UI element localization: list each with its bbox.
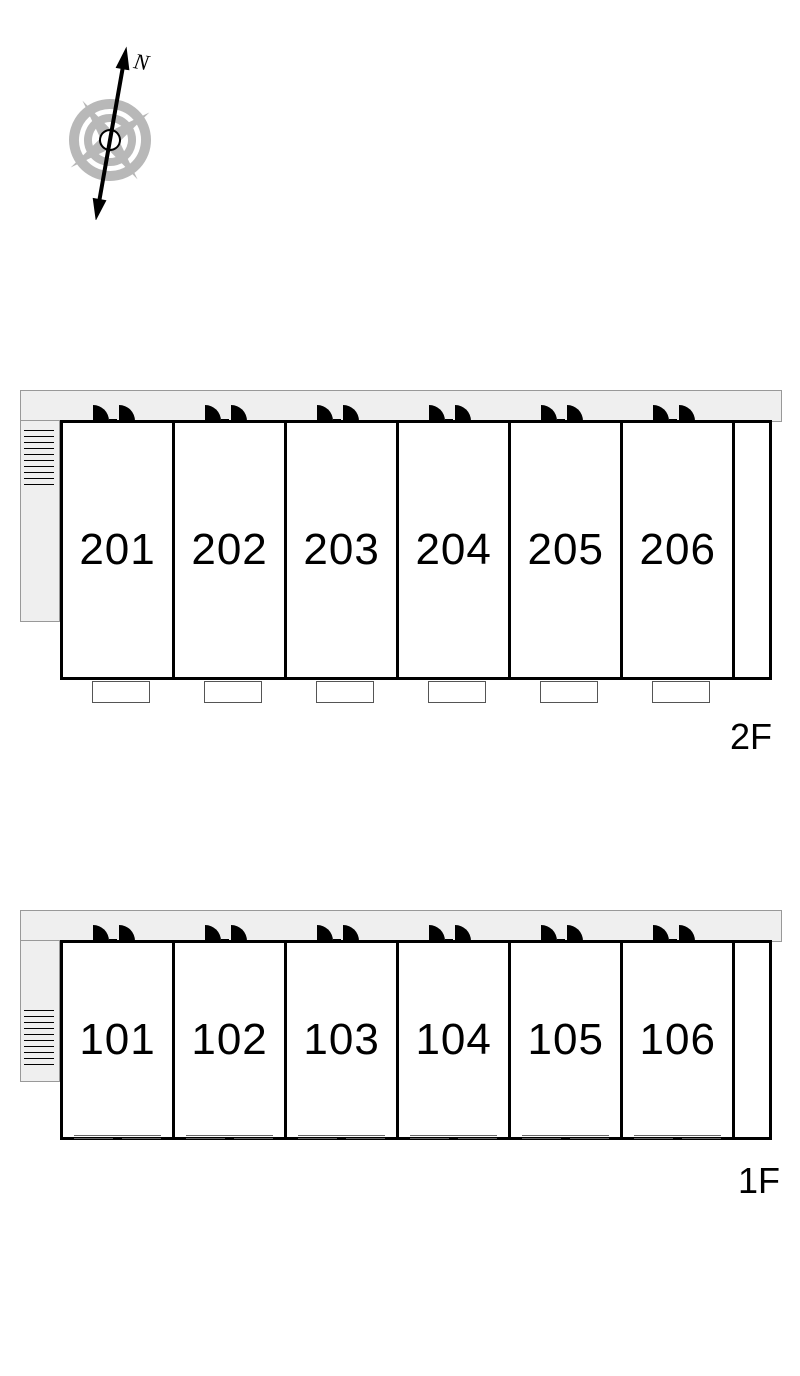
door-icon <box>201 399 261 421</box>
end-cap <box>735 943 769 1137</box>
floor-label-2f: 2F <box>730 716 772 758</box>
door-icon <box>89 919 149 941</box>
unit-label: 202 <box>191 525 267 575</box>
door-icon <box>537 399 597 421</box>
stairs-icon <box>24 1010 54 1070</box>
unit-label: 103 <box>303 1015 379 1065</box>
unit-label: 203 <box>303 525 379 575</box>
door-icon <box>313 919 373 941</box>
unit-205: 205 <box>511 423 623 677</box>
sliding-door-icon <box>634 1135 721 1141</box>
sliding-door-icon <box>522 1135 609 1141</box>
door-icon <box>649 399 709 421</box>
unit-106: 106 <box>623 943 735 1137</box>
balcony-icon <box>204 681 262 703</box>
balcony-icon <box>540 681 598 703</box>
unit-204: 204 <box>399 423 511 677</box>
end-cap <box>735 423 769 677</box>
units-row: 101 102 103 104 105 106 <box>60 940 772 1140</box>
door-icon <box>313 399 373 421</box>
balcony-icon <box>652 681 710 703</box>
door-icon <box>537 919 597 941</box>
unit-label: 205 <box>528 525 604 575</box>
balcony-icon <box>428 681 486 703</box>
unit-104: 104 <box>399 943 511 1137</box>
door-icon <box>89 399 149 421</box>
unit-label: 206 <box>640 525 716 575</box>
sliding-door-icon <box>186 1135 273 1141</box>
door-icon <box>649 919 709 941</box>
unit-label: 101 <box>79 1015 155 1065</box>
unit-203: 203 <box>287 423 399 677</box>
unit-label: 204 <box>415 525 491 575</box>
unit-102: 102 <box>175 943 287 1137</box>
sliding-door-icon <box>410 1135 497 1141</box>
unit-202: 202 <box>175 423 287 677</box>
compass-icon: N <box>40 30 180 220</box>
sliding-door-icon <box>74 1135 161 1141</box>
unit-103: 103 <box>287 943 399 1137</box>
units-row: 201 202 203 204 205 206 <box>60 420 772 680</box>
floor-label-1f: 1F <box>738 1160 780 1202</box>
door-icon <box>201 919 261 941</box>
unit-label: 106 <box>640 1015 716 1065</box>
door-icon <box>425 919 485 941</box>
unit-206: 206 <box>623 423 735 677</box>
compass-north-label: N <box>131 48 152 76</box>
stairs-icon <box>24 430 54 490</box>
unit-label: 105 <box>528 1015 604 1065</box>
sliding-door-icon <box>298 1135 385 1141</box>
unit-101: 101 <box>63 943 175 1137</box>
balcony-icon <box>316 681 374 703</box>
unit-label: 102 <box>191 1015 267 1065</box>
balcony-icon <box>92 681 150 703</box>
unit-201: 201 <box>63 423 175 677</box>
door-icon <box>425 399 485 421</box>
unit-label: 201 <box>79 525 155 575</box>
unit-105: 105 <box>511 943 623 1137</box>
unit-label: 104 <box>415 1015 491 1065</box>
